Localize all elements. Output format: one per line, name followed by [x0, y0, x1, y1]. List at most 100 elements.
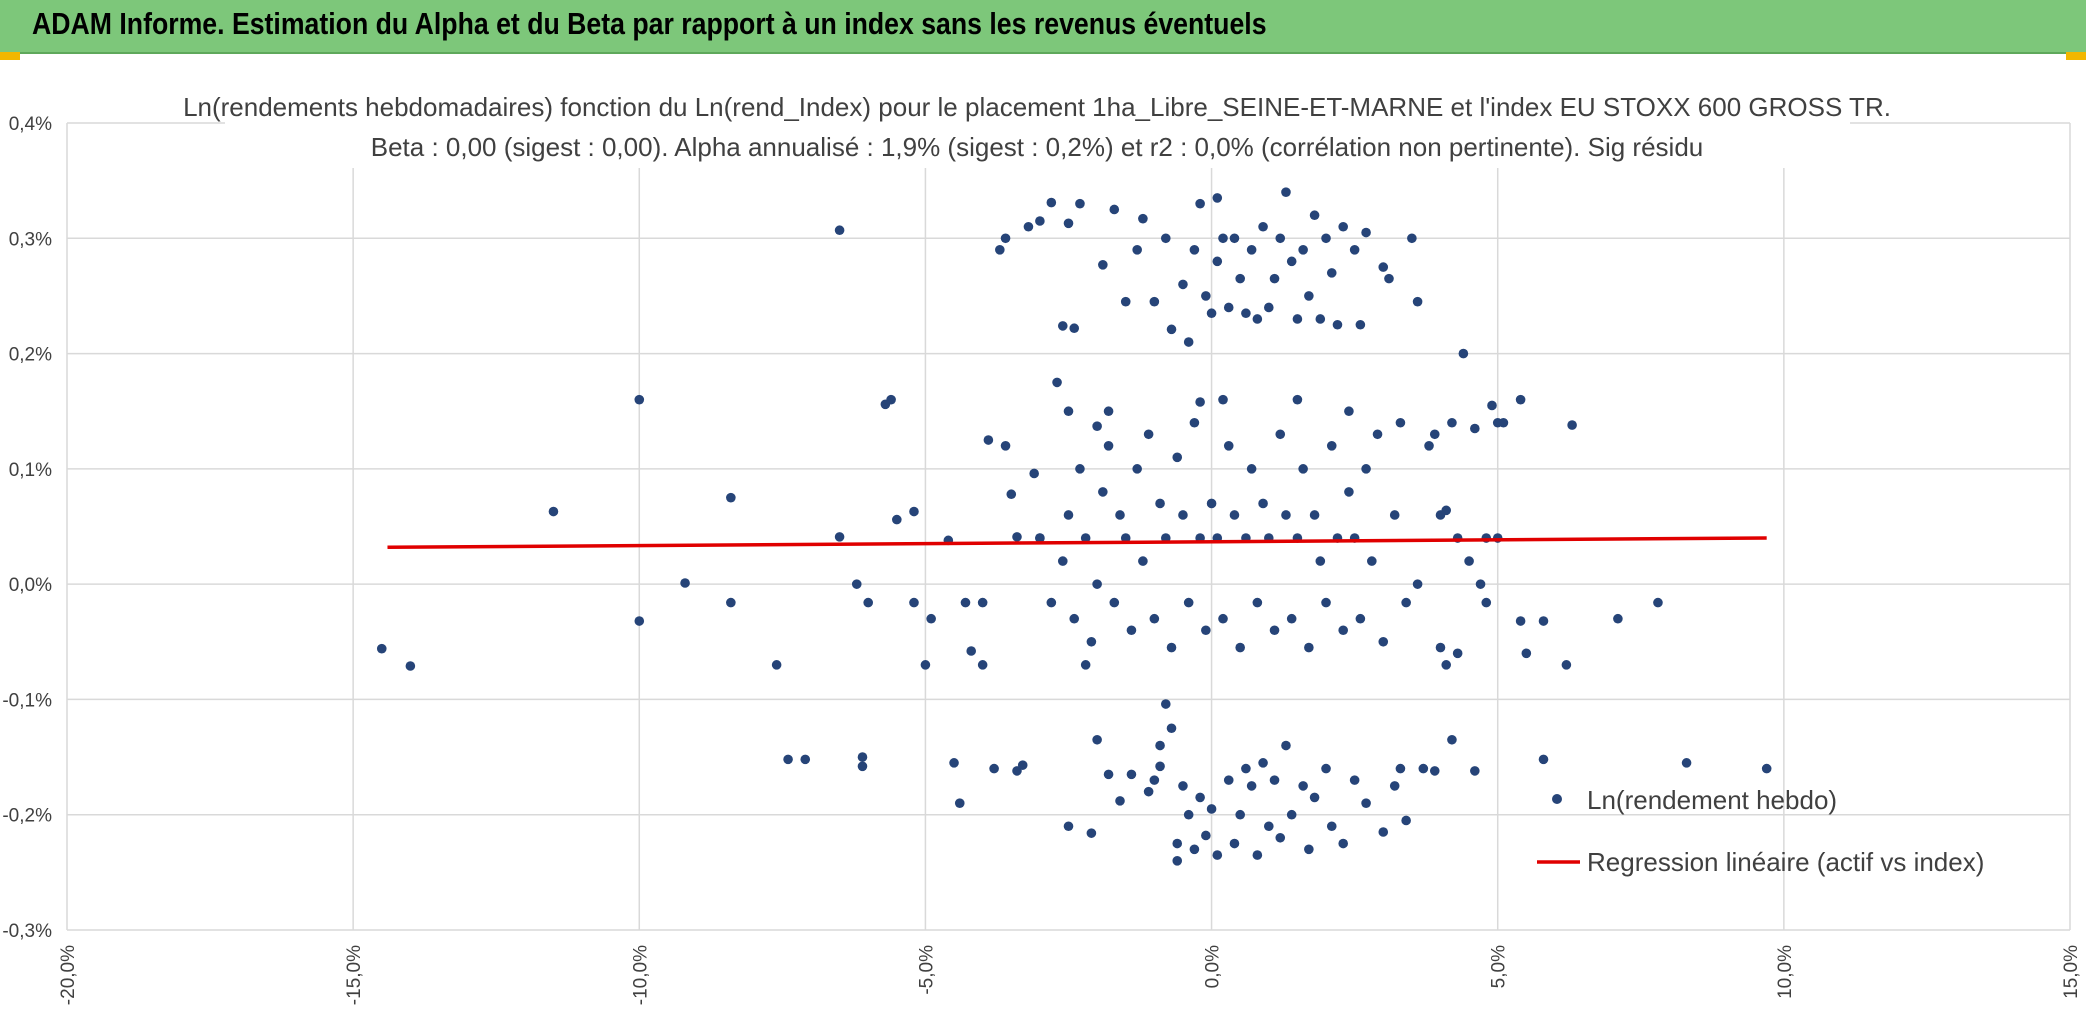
- y-tick-label: 0,4%: [9, 114, 52, 135]
- data-point: [1201, 830, 1211, 841]
- data-point: [1057, 556, 1068, 566]
- data-point: [1246, 464, 1257, 474]
- data-point: [1092, 421, 1102, 432]
- data-point: [1069, 613, 1080, 624]
- data-point: [634, 394, 645, 405]
- title-background: [225, 88, 1850, 168]
- data-point: [926, 613, 936, 624]
- data-point: [1098, 260, 1108, 270]
- data-point: [989, 763, 999, 774]
- data-point: [1338, 838, 1348, 849]
- data-point: [1178, 510, 1188, 520]
- data-point: [1057, 321, 1068, 331]
- regression-line: [387, 536, 1767, 550]
- data-point: [1407, 233, 1417, 244]
- data-point: [680, 578, 690, 588]
- data-point: [1761, 763, 1772, 774]
- data-point: [977, 660, 988, 670]
- y-tick-label: 0,2%: [9, 345, 52, 366]
- data-point: [1435, 642, 1446, 653]
- data-point: [1338, 221, 1348, 232]
- data-point: [909, 597, 919, 608]
- data-point: [1126, 769, 1137, 780]
- data-point: [1212, 850, 1223, 860]
- data-point: [1103, 441, 1114, 451]
- data-point: [1172, 452, 1183, 463]
- corner-marker-left: [0, 52, 20, 60]
- data-point: [1538, 754, 1549, 765]
- data-point: [834, 532, 845, 542]
- data-point: [886, 394, 896, 405]
- data-point: [1132, 245, 1142, 255]
- x-tick-label: 15,0%: [2061, 945, 2082, 999]
- data-point: [1103, 406, 1114, 417]
- y-tick-label: -0,1%: [2, 690, 52, 711]
- data-point: [834, 225, 845, 236]
- data-point: [1481, 597, 1492, 608]
- data-point: [1212, 256, 1223, 267]
- data-point: [1344, 406, 1354, 417]
- data-point: [1241, 763, 1251, 774]
- data-point: [1023, 221, 1034, 232]
- data-point: [1229, 510, 1240, 520]
- data-point: [1006, 489, 1017, 500]
- data-point: [1361, 798, 1371, 808]
- x-tick-label: -5,0%: [916, 945, 937, 995]
- data-point: [1103, 769, 1114, 780]
- data-point: [1458, 348, 1469, 359]
- data-point: [1475, 579, 1486, 589]
- y-tick-label: -0,2%: [2, 806, 52, 827]
- data-point: [995, 245, 1005, 255]
- data-point: [1429, 429, 1440, 440]
- data-point: [1304, 291, 1314, 301]
- data-point: [405, 661, 416, 671]
- data-point: [1653, 597, 1663, 608]
- data-point: [1155, 740, 1165, 751]
- y-tick-label: 0,0%: [9, 575, 52, 596]
- grid-lines: [66, 122, 2071, 931]
- data-point: [1292, 394, 1303, 405]
- data-point: [1321, 763, 1331, 774]
- data-point: [1384, 273, 1394, 284]
- x-tick-label: 5,0%: [1489, 945, 1510, 988]
- y-tick-label: -0,3%: [2, 921, 52, 942]
- data-point: [1120, 533, 1131, 543]
- x-tick-label: -20,0%: [58, 945, 79, 1005]
- data-point: [1464, 556, 1474, 566]
- data-point: [1092, 579, 1102, 589]
- data-point: [1349, 775, 1360, 785]
- data-point: [1275, 429, 1286, 440]
- data-point: [1189, 417, 1200, 428]
- data-point: [1195, 792, 1205, 803]
- data-point: [1183, 337, 1194, 347]
- data-point: [1000, 233, 1011, 244]
- data-point: [1046, 597, 1057, 608]
- data-point: [1075, 464, 1085, 474]
- data-point: [1189, 844, 1200, 855]
- data-point: [1326, 821, 1337, 832]
- data-point: [1487, 400, 1497, 411]
- data-point: [800, 754, 811, 765]
- data-point: [1412, 296, 1423, 307]
- data-point: [1012, 532, 1022, 542]
- data-point: [1378, 636, 1389, 647]
- legend-marker-points: [1552, 794, 1562, 804]
- data-point: [1349, 245, 1360, 255]
- data-point: [1218, 233, 1228, 244]
- header-bar: ADAM Informe. Estimation du Alpha et du …: [0, 0, 2086, 54]
- data-point: [1326, 268, 1337, 278]
- data-point: [863, 597, 873, 608]
- data-point: [1126, 625, 1137, 636]
- data-point: [1201, 291, 1211, 301]
- data-point: [1098, 487, 1108, 497]
- data-point: [1201, 625, 1211, 636]
- data-point: [1149, 296, 1160, 307]
- data-point: [1109, 204, 1120, 215]
- data-point: [1538, 616, 1549, 626]
- data-point: [1269, 625, 1280, 636]
- corner-marker-right: [2066, 52, 2086, 60]
- data-point: [1613, 613, 1623, 624]
- data-point: [1292, 314, 1303, 324]
- data-point: [1075, 198, 1085, 209]
